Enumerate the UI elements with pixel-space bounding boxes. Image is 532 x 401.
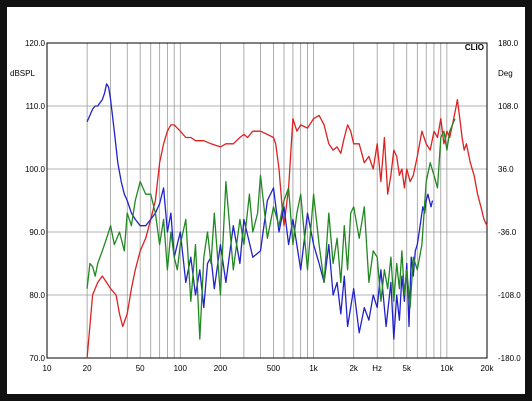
series-line-1 <box>86 99 488 359</box>
y-right-tick-label: -36.0 <box>498 228 517 237</box>
x-tick-label: 100 <box>174 364 188 373</box>
y-left-tick-label: 100.0 <box>25 165 46 174</box>
tick-labels: 10 20 50 100 200 500 1k 2k 5k 10k 20k 120.0 110.0 100… <box>25 39 521 373</box>
y-right-tick-label: 180.0 <box>498 39 519 48</box>
x-tick-label: 5k <box>403 364 412 373</box>
y-left-tick-label: 80.0 <box>29 291 45 300</box>
y-right-tick-label: 36.0 <box>498 165 514 174</box>
y-left-tick-label: 70.0 <box>29 354 45 363</box>
x-axis-label: Hz <box>372 364 382 373</box>
y-axis-right-label: Deg <box>498 69 513 78</box>
y-right-tick-label: -108.0 <box>498 291 521 300</box>
series-line-3 <box>86 118 456 340</box>
x-tick-label: 10k <box>440 364 454 373</box>
x-tick-label: 2k <box>349 364 358 373</box>
x-tick-label: 500 <box>267 364 281 373</box>
y-right-tick-label: 108.0 <box>498 102 519 111</box>
x-tick-label: 20k <box>481 364 495 373</box>
x-tick-label: 20 <box>83 364 92 373</box>
x-tick-label: 10 <box>43 364 52 373</box>
y-right-tick-label: -180.0 <box>498 354 521 363</box>
clio-brand-label: CLIO <box>465 43 484 52</box>
y-left-tick-label: 90.0 <box>29 228 45 237</box>
x-tick-label: 200 <box>214 364 228 373</box>
x-tick-label: 1k <box>309 364 318 373</box>
series-layer <box>86 83 488 359</box>
x-tick-label: 50 <box>136 364 145 373</box>
grid <box>47 43 487 358</box>
plot-area <box>46 42 488 359</box>
y-left-tick-label: 120.0 <box>25 39 46 48</box>
y-left-tick-label: 110.0 <box>26 102 46 111</box>
y-axis-left-label: dBSPL <box>10 69 35 78</box>
